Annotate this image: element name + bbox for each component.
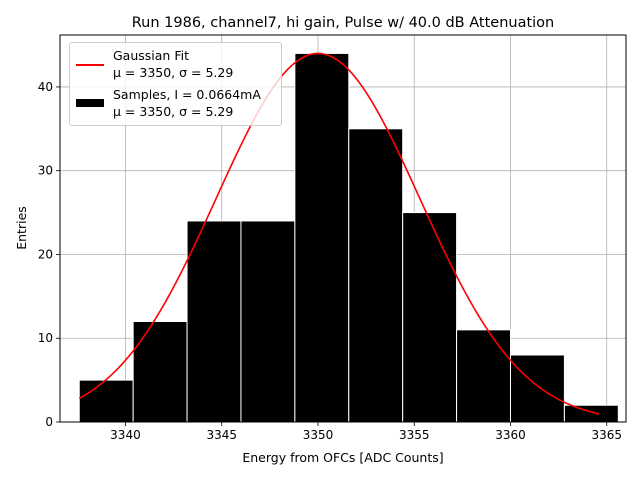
plot-frame — [59, 34, 627, 423]
histogram-bar — [509, 354, 565, 423]
histogram-bar — [186, 220, 242, 423]
legend-entry-fit: Gaussian Fit μ = 3350, σ = 5.29 — [70, 45, 281, 85]
legend-line-swatch — [76, 64, 104, 66]
histogram-bar — [78, 379, 134, 423]
histogram-bar — [240, 220, 296, 423]
histogram-bar — [563, 404, 619, 423]
x-tick-label: 3360 — [495, 428, 526, 442]
histogram-bar — [132, 320, 188, 423]
x-tick-label: 3345 — [206, 428, 237, 442]
y-tick-label: 10 — [38, 331, 53, 345]
y-axis-label: Entries — [14, 206, 29, 250]
x-tick-label: 3340 — [110, 428, 141, 442]
histogram-bar — [348, 128, 404, 423]
legend-samples-stats: μ = 3350, σ = 5.29 — [113, 104, 234, 119]
legend-fit-stats: μ = 3350, σ = 5.29 — [113, 65, 234, 80]
legend-fit-text: Gaussian Fit μ = 3350, σ = 5.29 — [113, 47, 233, 81]
gaussian-fit-curve — [78, 52, 600, 415]
legend-patch-swatch — [76, 99, 104, 107]
legend-fit-label: Gaussian Fit — [113, 48, 189, 63]
x-tick-label: 3365 — [591, 428, 622, 442]
legend-samples-label: Samples, I = 0.0664mA — [113, 87, 261, 102]
histogram-bar — [456, 329, 511, 423]
histogram-bar — [402, 212, 458, 423]
histogram-bar — [294, 52, 350, 423]
histogram-bars — [78, 52, 619, 423]
y-tick-label: 30 — [38, 164, 53, 178]
x-tick-label: 3350 — [303, 428, 334, 442]
legend: Gaussian Fit μ = 3350, σ = 5.29 Samples,… — [69, 42, 282, 126]
y-tick-label: 40 — [38, 80, 53, 94]
x-tick-label: 3355 — [399, 428, 430, 442]
chart-title: Run 1986, channel7, hi gain, Pulse w/ 40… — [132, 15, 555, 31]
y-tick-label: 20 — [38, 247, 53, 261]
legend-entry-samples: Samples, I = 0.0664mA μ = 3350, σ = 5.29 — [70, 84, 281, 124]
axis-ticks: 3340 3345 3350 3355 3360 3365 0 10 20 30 40 — [38, 80, 622, 442]
x-axis-label: Energy from OFCs [ADC Counts] — [242, 450, 443, 465]
y-tick-label: 0 — [45, 415, 53, 429]
legend-samples-text: Samples, I = 0.0664mA μ = 3350, σ = 5.29 — [113, 86, 261, 120]
